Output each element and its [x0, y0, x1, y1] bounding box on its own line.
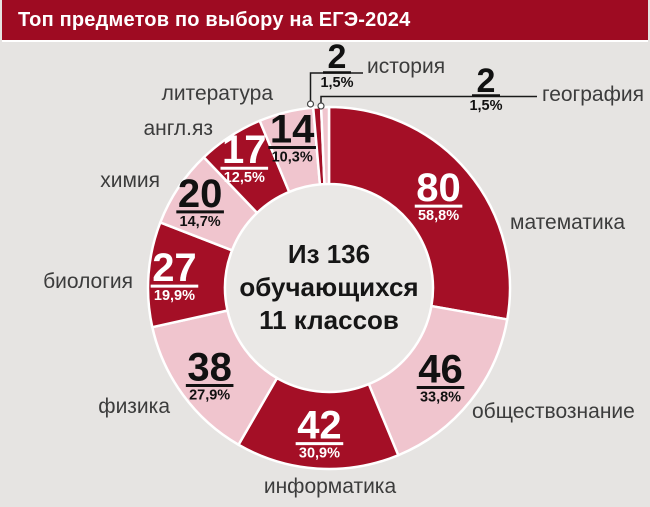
slice-value-label: 20	[178, 172, 223, 216]
chart-title-bar: Топ предметов по выбору на ЕГЭ-2024	[2, 0, 648, 42]
category-label: химия	[100, 169, 160, 192]
leader-marker	[306, 100, 315, 108]
pie-slice-0	[327, 105, 512, 321]
leader-marker	[317, 102, 325, 110]
category-label: обществознание	[472, 400, 635, 423]
slice-value-label: 27	[152, 246, 197, 290]
slice-value-label: 46	[418, 348, 463, 392]
slice-percent-label: 30,9%	[299, 446, 340, 462]
category-label: математика	[510, 211, 625, 234]
slice-value-label: 38	[187, 346, 232, 390]
slice-percent-label: 33,8%	[420, 390, 461, 406]
slice-percent-label: 27,9%	[189, 388, 230, 404]
page-title: Топ предметов по выбору на ЕГЭ-2024	[18, 8, 411, 31]
center-text-line-3: 11 классов	[259, 305, 399, 335]
category-label: информатика	[264, 475, 397, 498]
slice-value-label: 80	[416, 166, 461, 210]
center-text-line-1: Из 136	[287, 239, 371, 269]
slice-percent-label: 10,3%	[272, 149, 313, 165]
center-text-line-2: обучающихся	[239, 272, 419, 302]
leader-line	[320, 95, 537, 105]
category-label: биология	[43, 270, 133, 293]
slice-percent-label: 12,5%	[224, 170, 265, 186]
slice-percent-label: 19,9%	[154, 288, 195, 304]
category-label: физика	[98, 395, 170, 418]
slice-percent-label: 1,5%	[320, 75, 353, 91]
category-label: география	[542, 83, 644, 106]
slice-value-label: 17	[222, 128, 267, 172]
donut-center-text: Из 136 обучающихся 11 классов	[169, 238, 489, 337]
slice-percent-label: 1,5%	[469, 98, 502, 114]
category-label: англ.яз	[143, 117, 213, 140]
donut-hole	[220, 179, 438, 397]
slice-value-label: 42	[297, 404, 342, 448]
slice-percent-label: 58,8%	[418, 208, 459, 224]
category-label: история	[367, 55, 445, 78]
category-label: литература	[162, 82, 274, 105]
slice-value-label: 2	[477, 62, 496, 100]
slice-value-label: 14	[270, 107, 315, 151]
slice-percent-label: 14,7%	[180, 214, 221, 230]
slice-value-label: 2	[328, 38, 347, 76]
